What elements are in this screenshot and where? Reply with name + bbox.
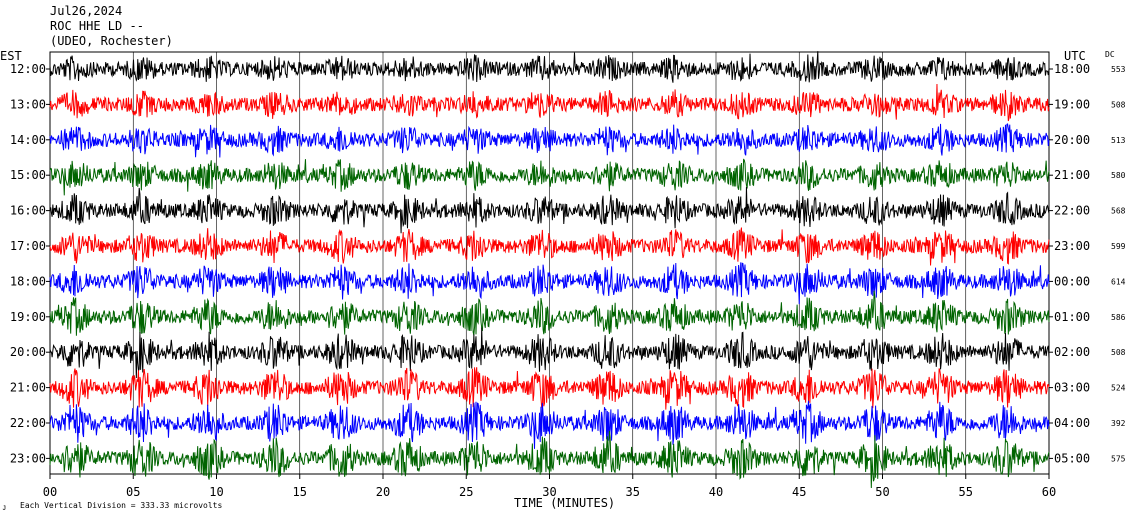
utc-axis-label: UTC xyxy=(1064,49,1086,63)
x-tick-label-35: 35 xyxy=(626,485,640,499)
x-tick-label-50: 50 xyxy=(875,485,889,499)
trace-row-1900 xyxy=(49,290,1050,336)
trace-row-1200 xyxy=(49,51,1050,83)
trace-row-1300 xyxy=(49,83,1050,122)
est-hour-label: 20:00 xyxy=(10,345,46,359)
trace-row-2200 xyxy=(49,400,1050,449)
dc-offset-value: 614 xyxy=(1111,277,1126,286)
trace-row-1700 xyxy=(49,227,1050,266)
dc-offset-value: 568 xyxy=(1111,207,1126,216)
utc-hour-label: 04:00 xyxy=(1054,416,1090,430)
est-hour-label: 17:00 xyxy=(10,239,46,253)
est-hour-label: 18:00 xyxy=(10,274,46,288)
footnote-mark: ᴊ xyxy=(2,503,7,512)
dc-offset-value: 508 xyxy=(1111,348,1126,357)
dc-offset-value: 586 xyxy=(1111,313,1126,322)
utc-hour-label: 01:00 xyxy=(1054,310,1090,324)
est-time-labels: 12:00 13:00 14:00 15:00 16:00 17:00 18:00 19:00… xyxy=(10,62,50,465)
grid-lines xyxy=(49,52,1050,474)
x-axis-ticks: 00 05 10 15 20 25 30 35 40 45 50 55 60 xyxy=(43,474,1056,499)
x-tick-label-15: 15 xyxy=(293,485,307,499)
x-tick-label-05: 05 xyxy=(126,485,140,499)
est-hour-label: 15:00 xyxy=(10,168,46,182)
dc-offset-value: 524 xyxy=(1111,384,1126,393)
x-tick-label-60: 60 xyxy=(1042,485,1056,499)
x-tick-label-45: 45 xyxy=(792,485,806,499)
trace-row-2100 xyxy=(49,367,1050,410)
chart-date: Jul26,2024 xyxy=(50,4,122,18)
dc-offset-value: 580 xyxy=(1111,171,1126,180)
dc-offset-value: 392 xyxy=(1111,419,1126,428)
est-hour-label: 19:00 xyxy=(10,310,46,324)
trace-row-2000 xyxy=(49,327,1050,379)
dc-offset-value: 553 xyxy=(1111,65,1126,74)
trace-row-1500 xyxy=(49,158,1050,196)
x-axis-title: TIME (MINUTES) xyxy=(514,496,615,510)
utc-hour-label: 03:00 xyxy=(1054,381,1090,395)
est-hour-label: 21:00 xyxy=(10,381,46,395)
x-tick-label-25: 25 xyxy=(459,485,473,499)
utc-hour-label: 18:00 xyxy=(1054,62,1090,76)
dc-offset-value: 513 xyxy=(1111,136,1126,145)
utc-time-labels: 18:00 19:00 20:00 21:00 22:00 23:00 00:00 01:00… xyxy=(1049,62,1090,465)
dc-offset-value: 599 xyxy=(1111,242,1126,251)
dc-column-label: DC xyxy=(1105,50,1115,59)
trace-row-1800 xyxy=(49,262,1050,305)
x-tick-label-30: 30 xyxy=(542,485,556,499)
x-tick-label-10: 10 xyxy=(209,485,223,499)
utc-hour-label: 00:00 xyxy=(1054,274,1090,288)
utc-hour-label: 19:00 xyxy=(1054,97,1090,111)
dc-offset-value: 575 xyxy=(1111,454,1126,463)
x-tick-label-20: 20 xyxy=(376,485,390,499)
utc-hour-label: 23:00 xyxy=(1054,239,1090,253)
dc-offset-labels: 553 508 513 580 568 599 614 586 508 524 392 575 xyxy=(1111,65,1126,463)
est-hour-label: 23:00 xyxy=(10,451,46,465)
station-code: ROC HHE LD -- xyxy=(50,19,144,33)
utc-hour-label: 02:00 xyxy=(1054,345,1090,359)
trace-row-1400 xyxy=(49,123,1050,158)
est-hour-label: 16:00 xyxy=(10,204,46,218)
utc-hour-label: 22:00 xyxy=(1054,204,1090,218)
seismic-traces xyxy=(49,51,1050,489)
x-tick-label-00: 00 xyxy=(43,485,57,499)
network-label: (UDEO, Rochester) xyxy=(50,34,173,48)
est-hour-label: 22:00 xyxy=(10,416,46,430)
trace-row-1600 xyxy=(49,186,1050,234)
x-tick-label-55: 55 xyxy=(959,485,973,499)
x-tick-label-40: 40 xyxy=(709,485,723,499)
trace-row-2300 xyxy=(49,430,1050,489)
utc-hour-label: 21:00 xyxy=(1054,168,1090,182)
est-hour-label: 14:00 xyxy=(10,133,46,147)
vertical-scale-note: Each Vertical Division = 333.33 microvol… xyxy=(20,501,222,510)
est-axis-label: EST xyxy=(0,49,22,63)
utc-hour-label: 20:00 xyxy=(1054,133,1090,147)
est-hour-label: 12:00 xyxy=(10,62,46,76)
est-hour-label: 13:00 xyxy=(10,97,46,111)
utc-hour-label: 05:00 xyxy=(1054,451,1090,465)
dc-offset-value: 508 xyxy=(1111,100,1126,109)
